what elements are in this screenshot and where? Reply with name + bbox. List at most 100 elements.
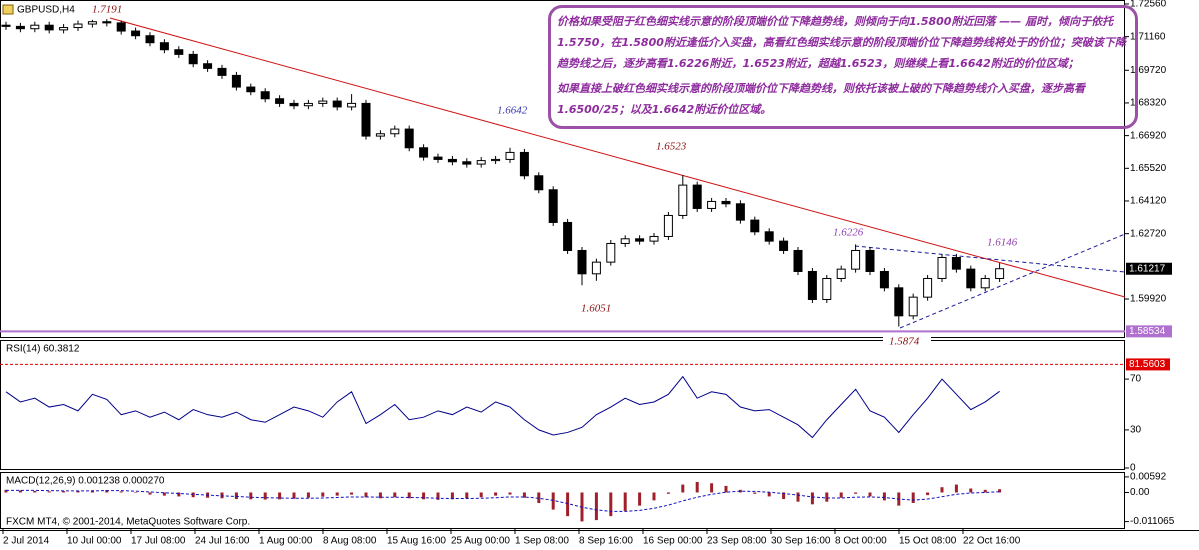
- price-note: 1.6226: [833, 227, 864, 239]
- candle-body: [145, 35, 155, 44]
- candle-body: [563, 221, 573, 251]
- candle-body: [836, 268, 846, 279]
- candle-body: [995, 268, 1005, 279]
- macd-bar: [998, 489, 1002, 493]
- macd-bar: [105, 490, 109, 493]
- candle-body: [476, 160, 486, 165]
- macd-bar: [854, 492, 858, 494]
- candle-body: [131, 30, 141, 37]
- macd-bar: [695, 481, 699, 493]
- macd-bar: [134, 492, 138, 493]
- candle-body: [30, 24, 40, 30]
- x-tick-label: 8 Sep 16:00: [579, 536, 633, 547]
- x-tick-label: 8 Aug 08:00: [323, 536, 377, 547]
- macd-bar: [681, 484, 685, 493]
- x-tick-label: 23 Sep 08:00: [707, 536, 767, 547]
- macd-bar: [4, 489, 8, 493]
- macd-bar: [249, 492, 253, 500]
- macd-bar: [623, 492, 627, 511]
- candle-body: [462, 161, 472, 165]
- macd-bar: [724, 485, 728, 493]
- macd-bar: [969, 488, 973, 493]
- macd-bar: [810, 492, 814, 505]
- y-tick-label: 1.62720: [1130, 228, 1167, 239]
- red-trend-line: [109, 17, 1126, 298]
- candle-body: [73, 23, 83, 29]
- candle-body: [548, 189, 558, 223]
- note-box: [883, 334, 931, 350]
- candle-body: [707, 200, 717, 209]
- macd-bar: [839, 492, 843, 498]
- macd-panel-frame: [0, 472, 1125, 529]
- macd-bar: [609, 492, 613, 517]
- candle-body: [534, 175, 544, 191]
- x-tick-label: 1 Sep 08:00: [515, 536, 569, 547]
- price-note: 1.5874: [889, 336, 920, 348]
- x-tick-label: 8 Oct 00:00: [835, 536, 887, 547]
- candle-body: [764, 231, 774, 242]
- macd-bar: [940, 487, 944, 493]
- candle-body: [174, 49, 184, 55]
- candle-body: [577, 249, 587, 275]
- macd-bar: [220, 492, 224, 499]
- macd-bar: [710, 483, 714, 493]
- macd-bar: [508, 492, 512, 495]
- macd-bar: [796, 492, 800, 502]
- price-note: 1.7191: [92, 4, 122, 16]
- candle-body: [635, 238, 645, 242]
- annotation-text: 价格如果受阻于红色细实线示意的阶段顶端价位下降趋势线，则倾向于向1.5800附近…: [557, 15, 1126, 70]
- panel-title: RSI(14) 60.3812: [6, 344, 80, 355]
- panel-title: MACD(12,26,9) 0.001238 0.000270: [6, 476, 165, 487]
- x-tick-label: 16 Sep 00:00: [643, 536, 703, 547]
- macd-bar: [47, 491, 51, 493]
- rsi-line: [5, 375, 1000, 439]
- macd-bar: [983, 489, 987, 493]
- candle-body: [606, 242, 616, 263]
- price-note: 1.6146: [987, 237, 1018, 249]
- candle-body: [361, 102, 371, 137]
- candle-body: [678, 184, 688, 216]
- current-price-box: [1126, 262, 1172, 275]
- y-tick-label: 1.72560: [1130, 0, 1167, 10]
- lower-dashed-line: [899, 233, 1126, 329]
- y-tick-label: 1.59920: [1130, 294, 1167, 305]
- macd-bar: [551, 492, 555, 510]
- macd-bar: [350, 492, 354, 495]
- x-tick-label: 30 Sep 16:00: [771, 536, 831, 547]
- macd-bar: [76, 490, 80, 493]
- x-tick-label: 15 Oct 08:00: [899, 536, 957, 547]
- candle-body: [505, 151, 515, 160]
- candle-body: [419, 147, 429, 158]
- macd-bar: [522, 492, 526, 498]
- macd-bar: [90, 490, 94, 493]
- candle-body: [44, 24, 54, 31]
- macd-bar: [33, 490, 37, 493]
- macd-bar: [162, 492, 166, 496]
- candle-body: [188, 53, 198, 65]
- candle-body: [447, 158, 457, 163]
- candle-body: [375, 133, 385, 137]
- macd-bar: [494, 492, 498, 496]
- candle-body: [807, 270, 817, 300]
- macd-bar: [825, 492, 829, 502]
- macd-bar: [278, 492, 282, 500]
- x-tick-label: 22 Oct 16:00: [963, 536, 1021, 547]
- candle-body: [865, 249, 875, 272]
- macd-bar: [436, 492, 440, 500]
- candle-body: [15, 25, 25, 30]
- candle-body: [231, 74, 241, 88]
- candle-body: [275, 98, 285, 104]
- macd-bar: [911, 492, 915, 503]
- macd-bar: [393, 492, 397, 498]
- annotation-box: 价格如果受阻于红色细实线示意的阶段顶端价位下降趋势线，则倾向于向1.5800附近…: [548, 5, 1138, 129]
- macd-bar: [868, 492, 872, 497]
- candle-body: [491, 158, 501, 162]
- macd-bar: [566, 492, 570, 517]
- annotation-text: 如果直接上破红色细实线示意的阶段顶端价位下降趋势线，则依托该被上破的下降趋势线介…: [557, 82, 1085, 116]
- candle-body: [347, 102, 357, 108]
- macd-bar: [407, 492, 411, 499]
- macd-bar: [119, 491, 123, 493]
- candle-body: [318, 100, 328, 104]
